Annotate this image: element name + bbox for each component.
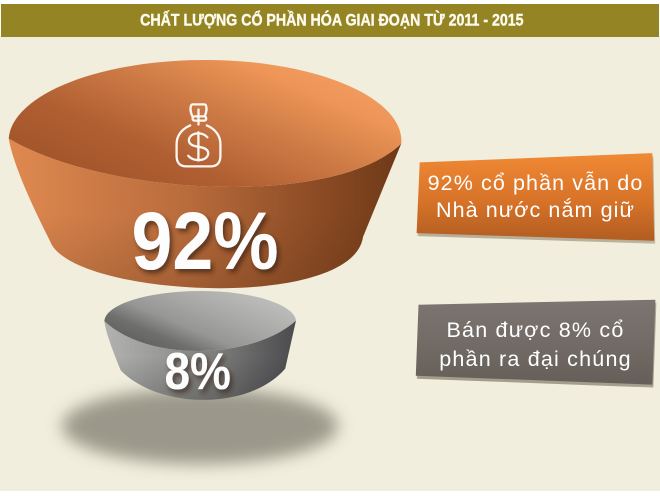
svg-text:8%: 8% (164, 342, 231, 400)
svg-text:92%: 92% (132, 196, 279, 287)
